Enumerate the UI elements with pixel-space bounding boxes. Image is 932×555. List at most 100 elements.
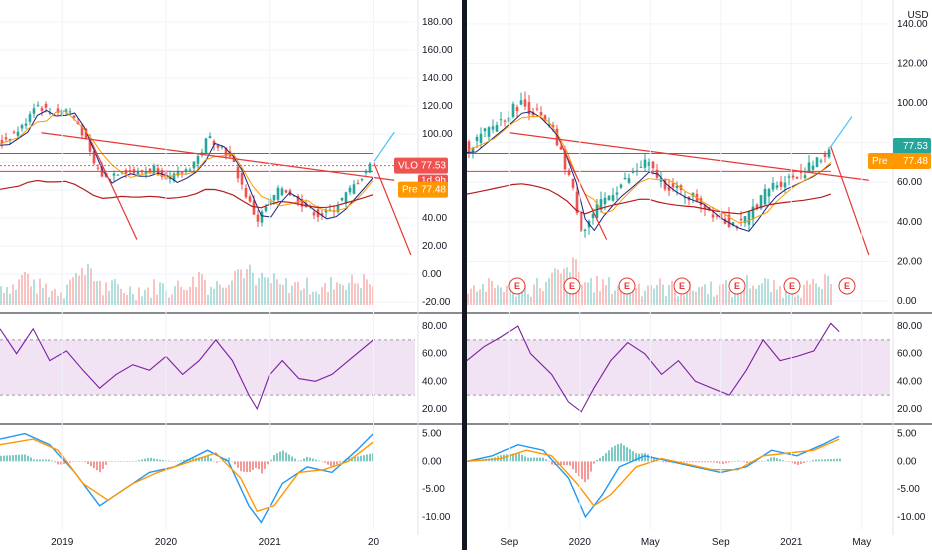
chart0-rsi-tick-label: 40.00: [422, 376, 447, 387]
chart1-volume-bar: [608, 277, 610, 305]
chart1-volume-bar: [782, 297, 784, 305]
chart0-volume-bar: [336, 282, 338, 305]
chart0-volume-bar: [366, 279, 368, 305]
chart1-volume-bar: [761, 283, 763, 305]
chart0-macd-histogram-bar: [84, 461, 86, 463]
chart0-macd-histogram-bar: [168, 460, 170, 462]
chart1-volume-bar: [821, 288, 823, 305]
chart1-macd-histogram-bar: [584, 461, 586, 483]
chart0-macd-histogram-bar: [141, 459, 143, 462]
chart1-candle-body: [715, 215, 719, 217]
chart1-macd-signal-line: [466, 438, 840, 507]
chart0-volume-bar: [360, 288, 362, 305]
chart0-volume-bar: [282, 284, 284, 305]
chart0-macd-histogram-bar: [60, 461, 62, 465]
chart0-candle-body: [92, 151, 96, 164]
chart1-candle-body: [795, 176, 799, 179]
chart0-macd-histogram-bar: [189, 458, 191, 462]
chart1-volume-bar: [731, 297, 733, 305]
chart0-price-tick-label: 100.00: [422, 129, 453, 140]
chart1-volume-bar: [647, 285, 649, 305]
chart0-macd-histogram-bar: [369, 453, 371, 462]
chart0-macd-histogram-bar: [120, 461, 122, 462]
pre-label: Pre: [402, 185, 418, 196]
chart0-volume-bar: [135, 299, 137, 305]
chart0-volume-bar: [183, 289, 185, 305]
chart1-candle-body: [535, 108, 539, 110]
chart1-macd-histogram-bar: [782, 460, 784, 462]
chart1-macd-histogram-bar: [629, 449, 631, 462]
chart1-macd-histogram-bar: [836, 458, 838, 462]
chart0-volume-bar: [237, 269, 239, 305]
chart0-volume-bar: [159, 282, 161, 305]
chart1-volume-bar: [488, 278, 490, 305]
chart0-time-tick-label: 20: [368, 537, 380, 548]
chart0-candle-body: [224, 147, 228, 157]
chart1-volume-bar: [695, 291, 697, 305]
chart0-macd-histogram-bar: [285, 452, 287, 462]
chart1-macd-histogram-bar: [635, 453, 637, 462]
chart0-macd-histogram-bar: [174, 461, 176, 462]
chart1-candle-body: [551, 124, 555, 128]
chart0-macd-histogram-bar: [240, 461, 242, 472]
chart0-volume-bar: [312, 291, 314, 305]
chart1-volume-bar: [710, 281, 712, 305]
chart0-macd-histogram-bar: [24, 454, 26, 462]
chart1-candle-body: [575, 191, 579, 214]
chart0-volume-bar: [69, 279, 71, 305]
chart1-volume-bar: [671, 280, 673, 305]
chart1-macd-histogram-bar: [548, 461, 550, 462]
chart0-candle-body: [32, 108, 36, 114]
chart0-candle-body: [220, 146, 224, 148]
chart1-macd-histogram-bar: [737, 460, 739, 462]
chart1-volume-bar: [602, 279, 604, 305]
chart1-macd-histogram-bar: [707, 461, 709, 463]
chart0-volume-bar: [330, 276, 332, 305]
chart0-price-tick-label: 120.00: [422, 101, 453, 112]
chart1-volume-bar: [515, 296, 517, 305]
chart0-volume-bar: [132, 293, 134, 305]
chart1-candle-body: [579, 212, 583, 231]
chart1-macd-histogram-bar: [650, 455, 652, 462]
chart1-candle-body: [783, 182, 787, 188]
chart0-macd-histogram-bar: [258, 461, 260, 470]
chart0-candle-body: [152, 165, 156, 173]
chart1-volume-bar: [722, 283, 724, 305]
chart0-macd-histogram-bar: [342, 460, 344, 462]
earnings-marker-circle: [673, 277, 691, 295]
chart0-macd-histogram-bar: [192, 458, 194, 462]
chart1-volume-bar: [740, 288, 742, 305]
chart0-volume-bar: [342, 285, 344, 305]
chart0-candle-body: [344, 192, 348, 203]
chart1-macd-histogram-bar: [833, 458, 835, 462]
chart0-volume-bar: [354, 283, 356, 305]
chart0-candle-body: [336, 205, 340, 213]
chart1-volume-bar: [713, 296, 715, 305]
chart0-candle-body: [352, 184, 356, 194]
chart0-volume-bar: [327, 291, 329, 305]
chart1-time-tick-label: 2021: [780, 537, 803, 548]
chart0-macd-histogram-bar: [57, 461, 59, 465]
chart0-macd-histogram-bar: [243, 461, 245, 472]
chart0-ma-slow-line: [0, 179, 374, 209]
chart1-candle-body: [823, 154, 827, 157]
chart1-macd-histogram-bar: [620, 443, 622, 462]
chart0-price-tick-label: 40.00: [422, 213, 447, 224]
chart0-macd-histogram-bar: [231, 460, 233, 462]
chart1-candle-body: [559, 146, 563, 150]
chart1-macd-histogram-bar: [536, 457, 538, 462]
chart0-volume-bar: [300, 290, 302, 305]
chart1-volume-bar: [818, 286, 820, 305]
chart0-macd-histogram-bar: [93, 461, 95, 469]
chart1-macd-histogram-bar: [566, 461, 568, 466]
chart1-macd-histogram-bar: [617, 444, 619, 462]
chart0-volume-bar: [213, 288, 215, 305]
chart0-volume-bar: [324, 283, 326, 305]
chart1-macd-histogram-bar: [758, 461, 760, 462]
chart1-volume-bar: [599, 291, 601, 305]
chart1-candle-body: [479, 133, 483, 143]
chart0-candle-body: [180, 172, 184, 174]
chart1-macd-histogram-bar: [683, 461, 685, 463]
chart1-candle-body: [495, 125, 499, 132]
